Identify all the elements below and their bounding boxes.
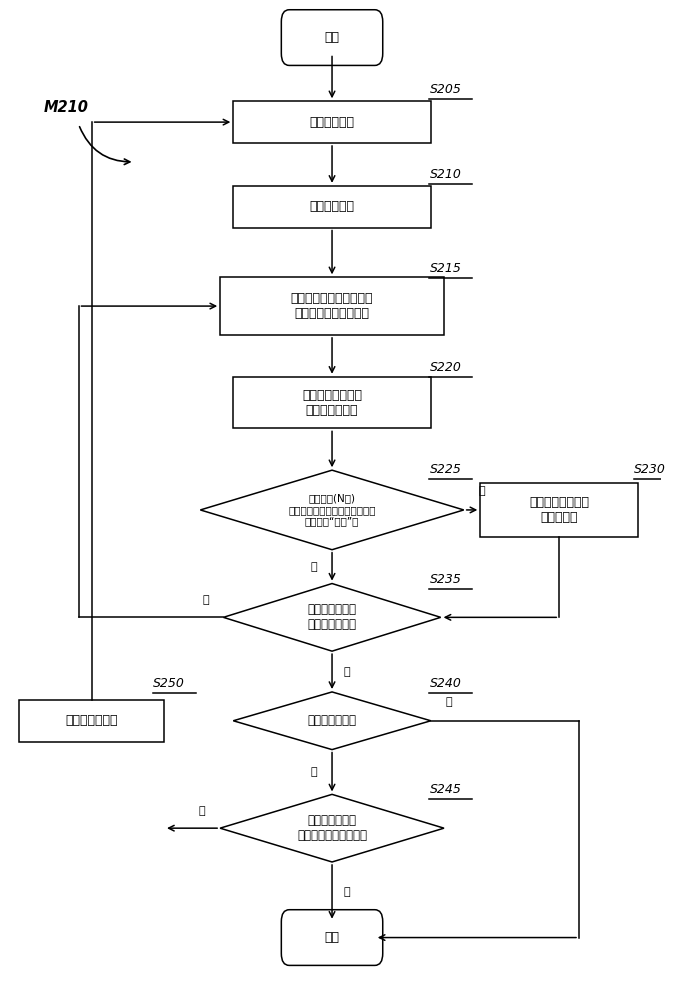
Text: S215: S215 <box>429 262 462 275</box>
Text: 选择待测词表: 选择待测词表 <box>309 116 355 129</box>
Text: S240: S240 <box>429 677 462 690</box>
Text: 连续多个(N个)
声强下用户对该待测单词的辨识
结果都是“正确”？: 连续多个(N个) 声强下用户对该待测单词的辨识 结果都是“正确”？ <box>288 493 376 527</box>
Text: S225: S225 <box>429 463 462 476</box>
Bar <box>233 101 431 143</box>
Bar <box>480 483 638 537</box>
Text: 是: 是 <box>344 667 350 677</box>
FancyBboxPatch shape <box>281 10 383 65</box>
Polygon shape <box>233 692 431 750</box>
Polygon shape <box>223 584 441 651</box>
Text: 结束: 结束 <box>325 931 340 944</box>
Text: 设置起始声强: 设置起始声强 <box>309 200 355 213</box>
Bar <box>20 700 164 742</box>
Text: 是: 是 <box>479 486 485 496</box>
Text: 否: 否 <box>199 806 206 816</box>
Text: 是: 是 <box>344 887 350 897</box>
Text: 待测词表已空？: 待测词表已空？ <box>307 714 357 727</box>
Text: 设置下一级声强: 设置下一级声强 <box>65 714 118 727</box>
Text: 待测词表中所有
待测单词已测？: 待测词表中所有 待测单词已测？ <box>307 603 357 631</box>
Text: S230: S230 <box>634 463 665 476</box>
Text: 下一级声强大于
设备支持的最大声强？: 下一级声强大于 设备支持的最大声强？ <box>297 814 367 842</box>
Text: S205: S205 <box>429 83 462 96</box>
Text: 记录用户对该待测
单词的辨识结果: 记录用户对该待测 单词的辨识结果 <box>302 389 362 417</box>
Text: M210: M210 <box>44 100 88 115</box>
Text: 从待测词表中删除
该待测单词: 从待测词表中删除 该待测单词 <box>529 496 589 524</box>
Text: S220: S220 <box>429 361 462 374</box>
Bar <box>233 186 431 228</box>
Text: 否: 否 <box>311 562 317 572</box>
Text: 开始: 开始 <box>325 31 340 44</box>
Text: S210: S210 <box>429 168 462 181</box>
Text: 从待测词表中随机挑选待
测单词，播放其言语声: 从待测词表中随机挑选待 测单词，播放其言语声 <box>290 292 373 320</box>
Text: 否: 否 <box>202 595 209 605</box>
FancyBboxPatch shape <box>281 910 383 965</box>
Text: 否: 否 <box>311 767 317 777</box>
Polygon shape <box>220 794 444 862</box>
Bar <box>233 377 431 428</box>
Text: S250: S250 <box>153 677 185 690</box>
Bar <box>220 277 444 335</box>
Text: S245: S245 <box>429 783 462 796</box>
Text: S235: S235 <box>429 573 462 586</box>
Text: 是: 是 <box>446 697 452 707</box>
Polygon shape <box>200 470 464 550</box>
